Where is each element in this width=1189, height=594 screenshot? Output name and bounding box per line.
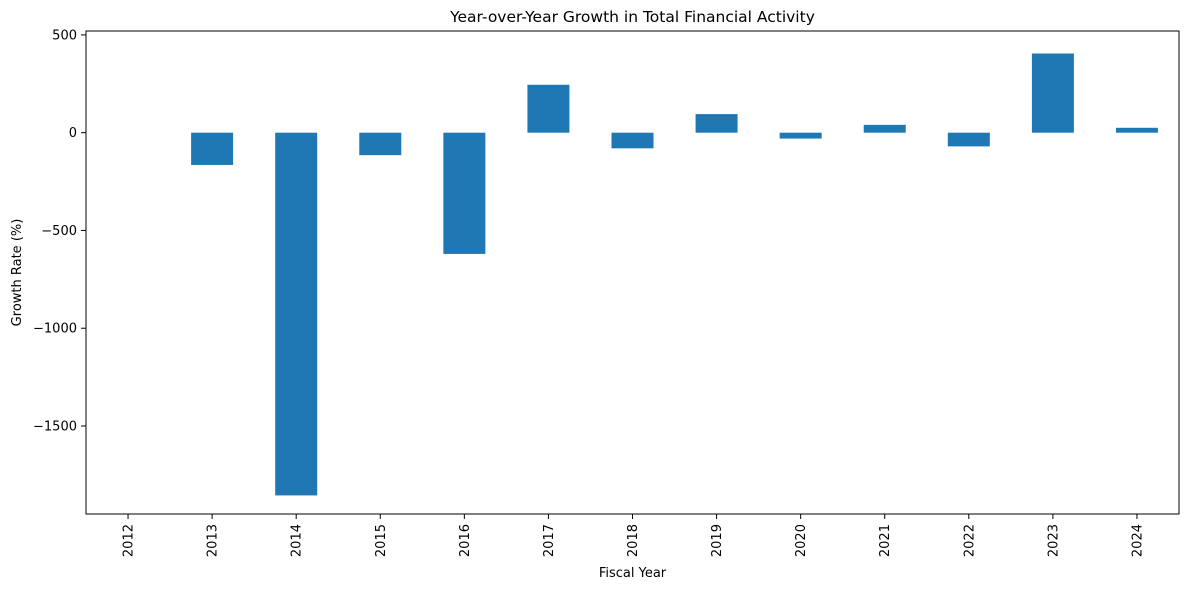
y-tick-label: 500 xyxy=(52,28,77,43)
x-axis-ticks: 2012 2013 2014 2015 2016 2017 2018 2019 2020 2021… xyxy=(122,514,1145,557)
x-tick-label: 2022 xyxy=(962,524,977,557)
y-tick-label: −500 xyxy=(41,224,77,239)
x-axis-label: Fiscal Year xyxy=(599,566,667,581)
y-axis-label: Growth Rate (%) xyxy=(10,219,25,327)
x-tick-label: 2014 xyxy=(290,524,305,557)
bar-2022 xyxy=(947,132,990,147)
x-tick-label: 2020 xyxy=(794,524,809,557)
x-tick-label: 2016 xyxy=(458,524,473,557)
chart-title: Year-over-Year Growth in Total Financial… xyxy=(449,8,815,26)
bar-2015 xyxy=(359,132,402,156)
bar-2018 xyxy=(611,132,654,149)
bar-2020 xyxy=(779,132,822,139)
x-tick-label: 2013 xyxy=(206,524,221,557)
bar-2017 xyxy=(527,84,570,133)
bar-2014 xyxy=(275,132,318,496)
x-tick-label: 2015 xyxy=(374,524,389,557)
plot-frame xyxy=(85,30,1180,515)
x-tick-label: 2023 xyxy=(1046,524,1061,557)
x-tick-label: 2018 xyxy=(626,524,641,557)
bar-2013 xyxy=(191,132,234,165)
bar-2021 xyxy=(863,124,906,133)
bar-2023 xyxy=(1031,53,1074,133)
bar-2019 xyxy=(695,114,738,133)
x-tick-label: 2017 xyxy=(542,524,557,557)
bar-2016 xyxy=(443,132,486,254)
x-tick-label: 2024 xyxy=(1130,524,1145,557)
bars-layer xyxy=(191,53,1158,496)
bar-2024 xyxy=(1115,127,1158,133)
x-tick-label: 2019 xyxy=(710,524,725,557)
y-tick-label: −1500 xyxy=(33,420,77,435)
x-tick-label: 2012 xyxy=(122,524,137,557)
y-tick-label: −1000 xyxy=(33,322,77,337)
y-axis-ticks: 500 0 −500 −1000 −1500 xyxy=(33,28,86,435)
x-tick-label: 2021 xyxy=(878,524,893,557)
y-tick-label: 0 xyxy=(69,126,77,141)
